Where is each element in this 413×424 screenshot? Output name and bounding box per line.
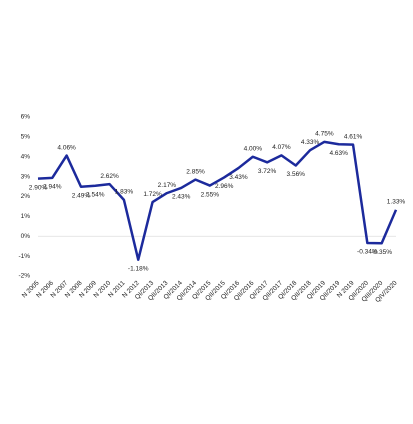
- data-label: 4.63%: [330, 150, 349, 157]
- data-label: 2.94%: [43, 184, 62, 191]
- data-label: 2.90%: [29, 184, 48, 191]
- data-label: 3.56%: [287, 171, 306, 178]
- data-label: 2.17%: [158, 182, 177, 189]
- y-tick-label: 0%: [21, 233, 31, 240]
- y-tick-label: 3%: [21, 173, 31, 180]
- y-tick-label: 5%: [21, 134, 31, 141]
- y-tick-label: 6%: [21, 114, 31, 121]
- data-label: 4.33%: [301, 139, 320, 146]
- data-label: 3.72%: [258, 168, 277, 175]
- y-tick-label: 1%: [21, 213, 31, 220]
- data-label: 1.33%: [387, 199, 406, 206]
- data-label: -0.34%: [357, 249, 378, 256]
- data-label: 1.83%: [115, 189, 134, 196]
- data-label: 2.54%: [86, 191, 105, 198]
- data-label: 4.61%: [344, 133, 363, 140]
- y-tick-label: 2%: [21, 193, 31, 200]
- data-label: -1.18%: [128, 265, 149, 272]
- data-label: 4.07%: [272, 144, 291, 151]
- data-label: 2.49%: [72, 192, 91, 199]
- data-label: 2.85%: [186, 168, 205, 175]
- data-label: 2.96%: [215, 183, 234, 190]
- data-label: 1.72%: [143, 191, 162, 198]
- data-label: 2.55%: [201, 191, 220, 198]
- y-tick-label: -2%: [18, 273, 30, 280]
- y-tick-label: 4%: [21, 153, 31, 160]
- data-label: 2.62%: [100, 173, 119, 180]
- data-label: 4.06%: [57, 144, 76, 151]
- data-label: 4.00%: [244, 145, 263, 152]
- data-label: 2.43%: [172, 194, 191, 201]
- y-tick-label: -1%: [18, 253, 30, 260]
- line: [37, 140, 398, 261]
- data-label: 4.75%: [315, 131, 334, 138]
- data-label: 3.43%: [229, 174, 248, 181]
- data-label: -0.35%: [371, 249, 392, 256]
